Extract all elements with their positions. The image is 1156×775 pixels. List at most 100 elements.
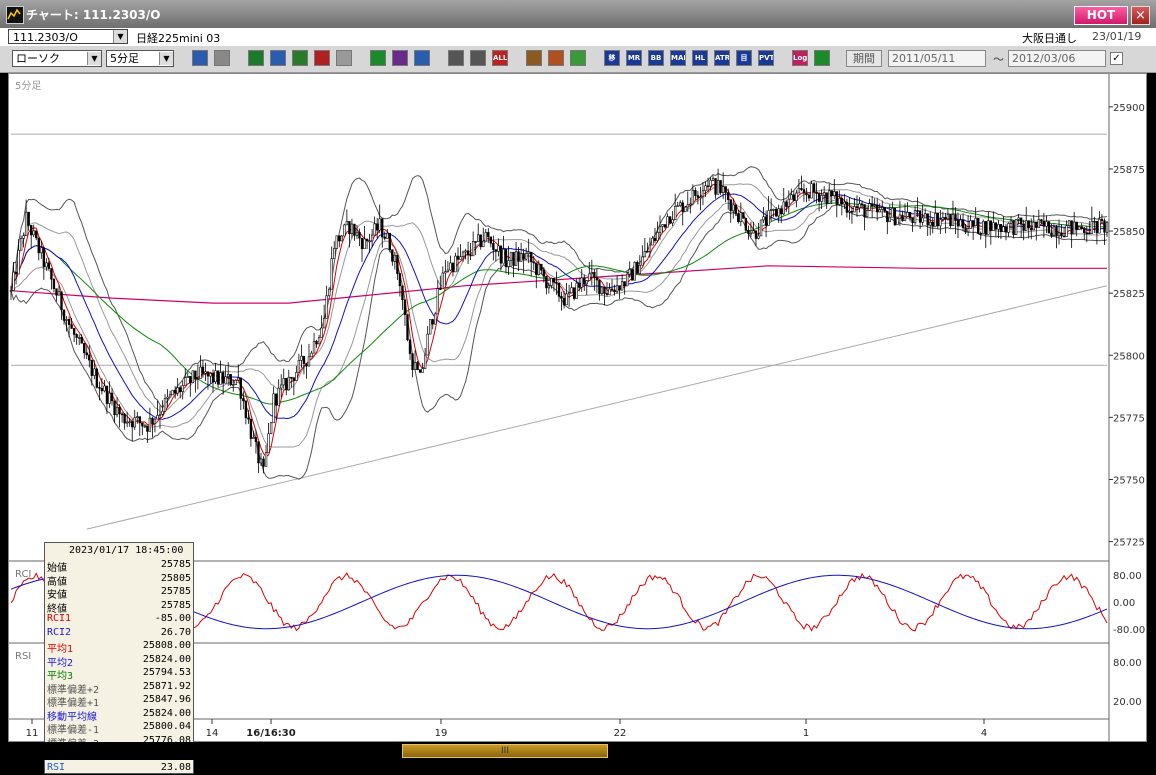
candle-body — [189, 376, 192, 384]
candle-body — [72, 328, 76, 335]
symbol-select[interactable]: 111.2303/O ▼ — [8, 29, 128, 44]
ichimoku-icon[interactable]: 目 — [736, 50, 752, 66]
mr-icon[interactable]: MR — [626, 50, 642, 66]
mae-icon[interactable]: MAE — [670, 50, 686, 66]
vwap-line — [10, 265, 1107, 304]
candle-body — [411, 353, 414, 370]
candle-body — [1002, 226, 1005, 232]
chart-scrollbar[interactable]: III — [0, 742, 1156, 760]
candle-icon[interactable] — [314, 50, 330, 66]
download-icon[interactable] — [248, 50, 264, 66]
period-button[interactable]: 期間 — [846, 50, 882, 67]
candle-body — [888, 216, 892, 223]
tool-icon[interactable] — [548, 50, 564, 66]
data-value: 26.70 — [160, 626, 191, 638]
zoom-icon[interactable] — [192, 50, 208, 66]
candle-body — [451, 262, 455, 273]
candle-body — [777, 208, 780, 217]
candle-body — [964, 227, 967, 233]
candle-body — [446, 269, 450, 272]
candle-body — [987, 220, 990, 235]
chevron-down-icon[interactable]: ▼ — [87, 52, 101, 65]
data-key: 平均3 — [47, 671, 74, 682]
candle-body — [509, 251, 513, 261]
candle-body — [199, 366, 202, 380]
hot-button[interactable]: HOT — [1074, 6, 1128, 25]
return-icon[interactable] — [414, 50, 430, 66]
close-icon[interactable]: × — [1131, 6, 1150, 25]
candle-body — [744, 218, 748, 231]
candle-body — [956, 220, 960, 227]
data-row: 平均3 25794.53 — [47, 667, 191, 682]
all-icon[interactable]: ALL — [492, 50, 508, 66]
data-value: 25871.92 — [142, 680, 191, 692]
candle-body — [939, 219, 942, 227]
candle-body — [868, 203, 871, 211]
bb-icon[interactable]: BB — [648, 50, 664, 66]
candle-body — [951, 214, 955, 227]
period-checkbox[interactable]: ✓ — [1110, 52, 1123, 65]
chart-area[interactable]: 25900 25875 25850 25825 25800 25775 25750 25725… — [8, 73, 1147, 774]
date-range-separator: 〜 — [993, 53, 1004, 66]
chevron-down-icon[interactable]: ▼ — [113, 30, 127, 43]
candle-body — [911, 217, 914, 223]
pen-icon[interactable] — [370, 50, 386, 66]
candle-body — [1040, 219, 1043, 222]
candle-body — [734, 204, 737, 214]
data-value: 25800.04 — [142, 721, 191, 732]
log-icon[interactable]: Log — [792, 50, 808, 66]
arrow-cursor-icon[interactable] — [392, 50, 408, 66]
gear-icon[interactable] — [526, 50, 542, 66]
layout-icon[interactable] — [814, 50, 830, 66]
candle-left-icon[interactable] — [448, 50, 464, 66]
candle-body — [673, 206, 677, 220]
atr-icon[interactable]: ATR — [714, 50, 730, 66]
candle-body — [719, 180, 722, 193]
search-chart-icon[interactable] — [270, 50, 286, 66]
rci-label: RCI — [15, 569, 31, 580]
candle-body — [724, 186, 727, 193]
candle-body — [57, 291, 61, 296]
candle-body — [492, 242, 495, 250]
candle-body — [439, 288, 442, 290]
scroll-thumb[interactable]: III — [402, 744, 608, 758]
color-icon[interactable] — [570, 50, 586, 66]
interval-select[interactable]: 5分足 ▼ — [106, 50, 174, 67]
candle-body — [676, 205, 679, 207]
candle-body — [921, 217, 924, 223]
chart-type-select[interactable]: ローソク ▼ — [12, 50, 102, 67]
pvt-icon[interactable]: PVT — [758, 50, 774, 66]
exchange-label: 大阪日通し — [1022, 32, 1077, 45]
candle-body — [835, 191, 838, 205]
date-to-field[interactable]: 2012/03/06 — [1008, 50, 1106, 67]
candle-right-icon[interactable] — [470, 50, 486, 66]
candle-body — [562, 297, 566, 306]
chevron-down-icon[interactable]: ▼ — [159, 52, 173, 65]
data-row: 標準偏差+1 25847.96 — [47, 694, 191, 709]
data-row: 移動平均線 25824.00 — [47, 708, 191, 723]
candle-body — [615, 285, 619, 293]
candle-body — [156, 415, 159, 420]
candle-body — [287, 376, 290, 391]
candle-body — [668, 216, 672, 224]
candle-body — [555, 281, 558, 284]
candle-body — [141, 422, 144, 427]
bar-chart-icon[interactable] — [292, 50, 308, 66]
candle-body — [790, 194, 793, 200]
data-value: 25794.53 — [142, 667, 191, 678]
data-row: 始値 25785 — [47, 559, 191, 574]
date-from-field[interactable]: 2011/05/11 — [888, 50, 986, 67]
candle-body — [913, 210, 917, 223]
hl-icon[interactable]: HL — [692, 50, 708, 66]
ma-icon[interactable]: 移 — [604, 50, 620, 66]
warning-icon[interactable] — [336, 50, 352, 66]
crosshair-icon[interactable] — [214, 50, 230, 66]
candle-body — [32, 230, 35, 236]
candle-body — [487, 232, 490, 238]
price-tick-label: 25900 — [1113, 103, 1145, 114]
candle-body — [689, 203, 692, 206]
candle-body — [815, 191, 818, 194]
candle-body — [83, 342, 86, 354]
candle-body — [1065, 225, 1068, 237]
candle-body — [388, 232, 391, 250]
